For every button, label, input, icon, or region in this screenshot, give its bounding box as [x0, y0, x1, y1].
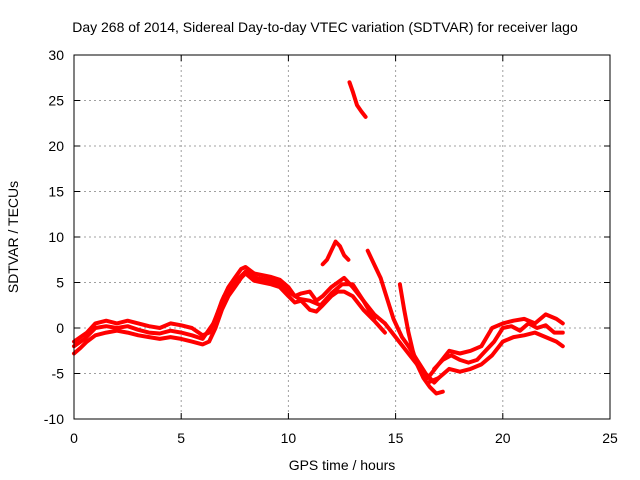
x-tick-label: 10: [281, 430, 297, 446]
x-tick-label: 5: [177, 430, 185, 446]
tick-layer: 0 5 10 15 20 25 -10 -5 0 5 10 15 20 25 30: [44, 47, 618, 446]
series-line-trace-bump-12h: [320, 239, 351, 267]
grid-layer: [74, 55, 610, 419]
x-tick-label: 25: [602, 430, 618, 446]
series-line-trace-late-lower: [425, 330, 565, 385]
y-tick-label: 0: [56, 320, 64, 336]
y-tick-label: 10: [48, 229, 64, 245]
series-line-trace-late-mid: [432, 321, 565, 371]
x-tick-label: 0: [70, 430, 78, 446]
y-tick-label: -10: [44, 411, 64, 427]
y-tick-label: 30: [48, 47, 64, 63]
chart-title: Day 268 of 2014, Sidereal Day-to-day VTE…: [72, 19, 578, 35]
series-line-trace-spike-13h: [347, 80, 368, 119]
y-tick-label: -5: [52, 366, 65, 382]
series-layer: [72, 80, 565, 396]
x-tick-label: 15: [388, 430, 404, 446]
y-tick-label: 5: [56, 275, 64, 291]
series-line-trace-late-upper: [382, 312, 565, 381]
y-tick-label: 20: [48, 138, 64, 154]
y-tick-label: 25: [48, 93, 64, 109]
y-tick-label: 15: [48, 184, 64, 200]
series-line-trace-main-upper: [72, 265, 387, 344]
x-axis-label: GPS time / hours: [289, 457, 396, 473]
y-axis-label: SDTVAR / TECUs: [5, 181, 21, 293]
series-line-trace-main-mid: [72, 269, 377, 349]
x-tick-label: 20: [495, 430, 511, 446]
